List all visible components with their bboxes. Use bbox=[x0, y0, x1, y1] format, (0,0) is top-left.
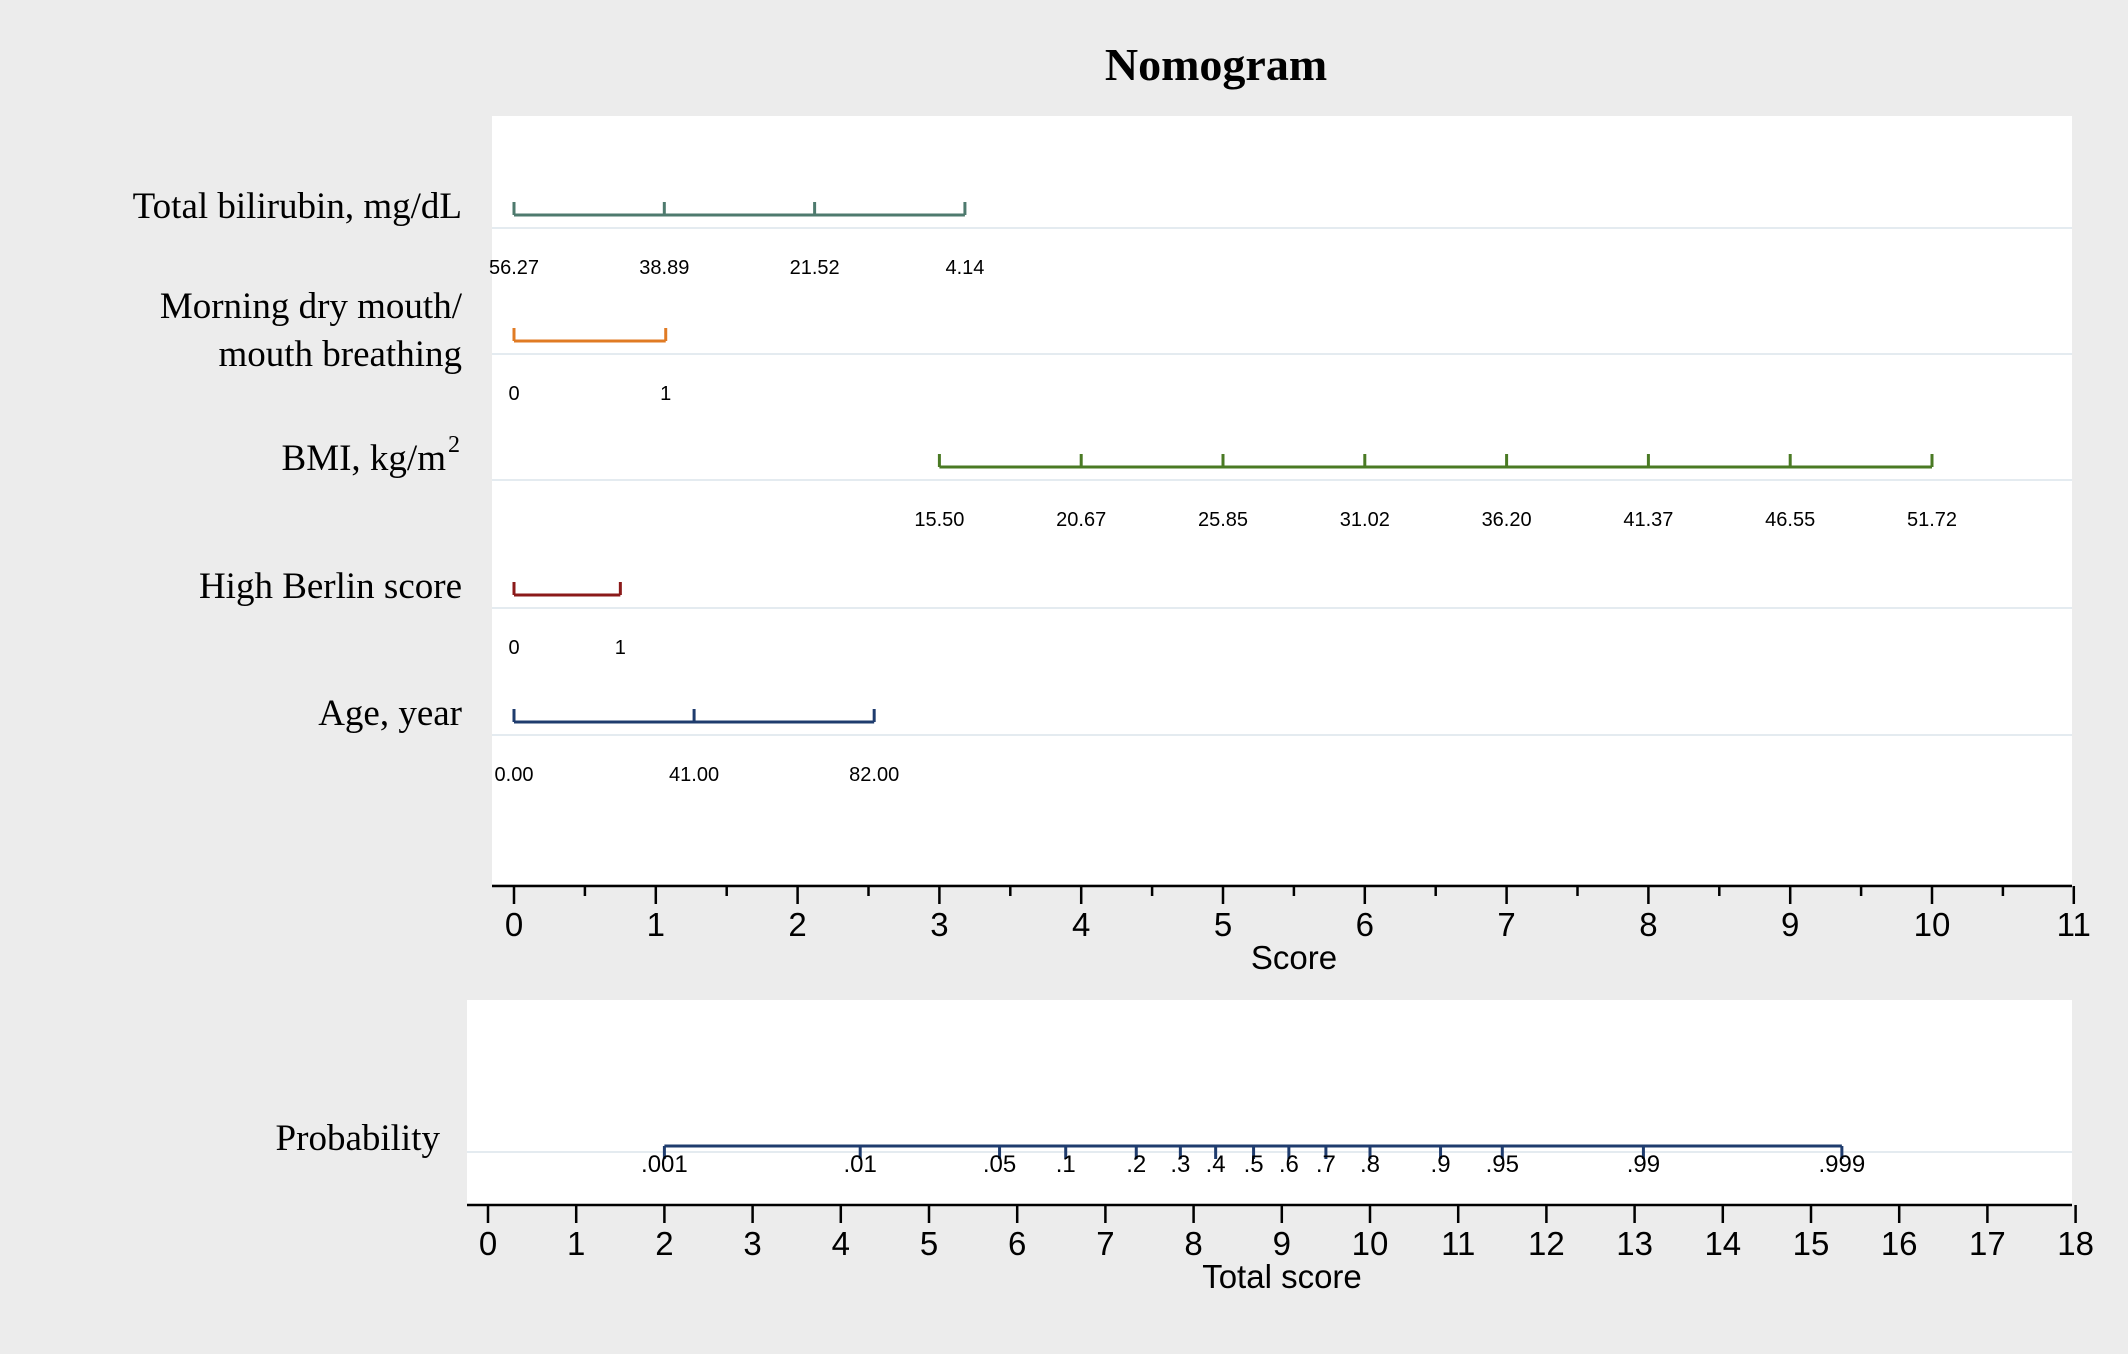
total-tick-label: 11 bbox=[1441, 1225, 1475, 1262]
probability-tick-label: .1 bbox=[1056, 1151, 1076, 1178]
variable-tick-label: 25.85 bbox=[1198, 509, 1248, 531]
variable-tick-label: 41.37 bbox=[1623, 509, 1673, 531]
score-tick-label: 10 bbox=[1914, 906, 1951, 943]
variable-tick-label: 0 bbox=[508, 637, 519, 659]
variable-tick-label: 0 bbox=[508, 383, 519, 405]
probability-tick-label: .3 bbox=[1170, 1151, 1190, 1178]
variable-name-line: mouth breathing bbox=[218, 334, 462, 375]
top-panel bbox=[492, 116, 2072, 884]
variable-name: BMI, kg/m bbox=[282, 438, 447, 479]
probability-scale: Probability .001 .01 .05 .1 .2 .3 .4 .5 .6 .7 .8 .9.… bbox=[276, 1118, 1866, 1178]
probability-tick-label: .001 bbox=[641, 1151, 688, 1178]
variable-tick-label: 82.00 bbox=[849, 764, 899, 786]
score-tick-label: 3 bbox=[930, 906, 948, 943]
probability-tick-label: .99 bbox=[1627, 1151, 1660, 1178]
variable-name: Age, year bbox=[318, 693, 462, 734]
score-tick-label: 2 bbox=[788, 906, 806, 943]
total-axis-label: Total score bbox=[1202, 1258, 1362, 1295]
score-axis-label: Score bbox=[1251, 939, 1337, 976]
total-tick-label: 9 bbox=[1273, 1225, 1291, 1262]
score-tick-label: 11 bbox=[2057, 906, 2091, 943]
total-tick-label: 4 bbox=[832, 1225, 850, 1262]
total-tick-label: 12 bbox=[1528, 1225, 1565, 1262]
total-tick-label: 8 bbox=[1184, 1225, 1202, 1262]
variable-tick-label: 51.72 bbox=[1907, 509, 1957, 531]
variable-tick-label: 56.27 bbox=[489, 257, 539, 279]
variable-name-line: Morning dry mouth/ bbox=[160, 286, 463, 327]
score-tick-label: 6 bbox=[1356, 906, 1374, 943]
score-tick-label: 5 bbox=[1214, 906, 1232, 943]
variable-name: High Berlin score bbox=[199, 566, 462, 607]
score-tick-label: 9 bbox=[1781, 906, 1799, 943]
variable-tick-label: 1 bbox=[615, 637, 626, 659]
score-tick-label: 4 bbox=[1072, 906, 1090, 943]
probability-tick-label: .999 bbox=[1819, 1151, 1866, 1178]
score-tick-label: 8 bbox=[1639, 906, 1657, 943]
total-tick-label: 3 bbox=[743, 1225, 761, 1262]
variable-tick-label: 0.00 bbox=[495, 764, 534, 786]
score-axis: 0 1 2 3 4 5 6 7 8 9 10 11 Score bbox=[492, 884, 2091, 976]
bottom-panel bbox=[467, 1000, 2072, 1204]
variable-scales: Total bilirubin, mg/dL 56.27 38.89 21.52 4.1… bbox=[133, 186, 1957, 786]
total-tick-label: 17 bbox=[1969, 1225, 2006, 1262]
chart-title: Nomogram bbox=[1105, 39, 1327, 90]
probability-tick-label: .4 bbox=[1206, 1151, 1226, 1178]
probability-tick-label: .5 bbox=[1244, 1151, 1264, 1178]
probability-tick-label: .2 bbox=[1126, 1151, 1146, 1178]
variable-tick-label: 21.52 bbox=[790, 257, 840, 279]
total-tick-label: 7 bbox=[1096, 1225, 1114, 1262]
total-tick-label: 6 bbox=[1008, 1225, 1026, 1262]
variable-tick-label: 46.55 bbox=[1765, 509, 1815, 531]
gridlines bbox=[467, 227, 2072, 1153]
score-tick-label: 0 bbox=[505, 906, 523, 943]
variable-tick-label: 4.14 bbox=[945, 257, 984, 279]
probability-tick-label: .01 bbox=[844, 1151, 877, 1178]
variable-name: Total bilirubin, mg/dL bbox=[133, 186, 462, 227]
probability-tick-label: .6 bbox=[1279, 1151, 1299, 1178]
total-tick-label: 5 bbox=[920, 1225, 938, 1262]
total-tick-label: 14 bbox=[1704, 1225, 1741, 1262]
variable-tick-label: 36.20 bbox=[1482, 509, 1532, 531]
variable-tick-label: 41.00 bbox=[669, 764, 719, 786]
probability-tick-label: .9 bbox=[1431, 1151, 1451, 1178]
total-tick-label: 1 bbox=[567, 1225, 585, 1262]
total-tick-label: 2 bbox=[655, 1225, 673, 1262]
probability-tick-label: .8 bbox=[1360, 1151, 1380, 1178]
probability-tick-label: .95 bbox=[1486, 1151, 1519, 1178]
total-tick-label: 15 bbox=[1793, 1225, 1830, 1262]
total-tick-label: 10 bbox=[1352, 1225, 1389, 1262]
variable-tick-label: 15.50 bbox=[914, 509, 964, 531]
total-tick-label: 0 bbox=[479, 1225, 497, 1262]
total-tick-label: 18 bbox=[2057, 1225, 2094, 1262]
probability-tick-label: .7 bbox=[1316, 1151, 1336, 1178]
variable-tick-label: 31.02 bbox=[1340, 509, 1390, 531]
variable-tick-label: 38.89 bbox=[639, 257, 689, 279]
variable-tick-label: 1 bbox=[660, 383, 671, 405]
total-tick-label: 16 bbox=[1881, 1225, 1918, 1262]
score-tick-label: 7 bbox=[1497, 906, 1515, 943]
probability-name: Probability bbox=[276, 1118, 441, 1159]
score-tick-label: 1 bbox=[647, 906, 665, 943]
variable-tick-label: 20.67 bbox=[1056, 509, 1106, 531]
variable-name-superscript: 2 bbox=[448, 432, 460, 458]
total-tick-label: 13 bbox=[1616, 1225, 1653, 1262]
probability-tick-label: .05 bbox=[983, 1151, 1016, 1178]
